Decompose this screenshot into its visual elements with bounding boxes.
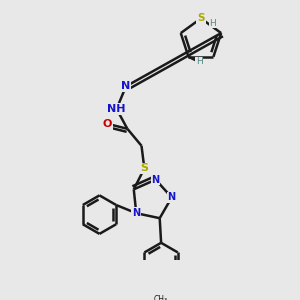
Text: S: S xyxy=(197,14,205,23)
Text: N: N xyxy=(132,208,140,218)
Text: N: N xyxy=(121,81,130,91)
Text: N: N xyxy=(168,192,176,203)
Text: O: O xyxy=(102,119,112,129)
Text: H: H xyxy=(196,57,202,66)
Text: S: S xyxy=(140,164,148,173)
Text: CH₃: CH₃ xyxy=(154,295,168,300)
Text: N: N xyxy=(152,175,160,184)
Text: NH: NH xyxy=(107,104,126,114)
Text: H: H xyxy=(209,19,216,28)
